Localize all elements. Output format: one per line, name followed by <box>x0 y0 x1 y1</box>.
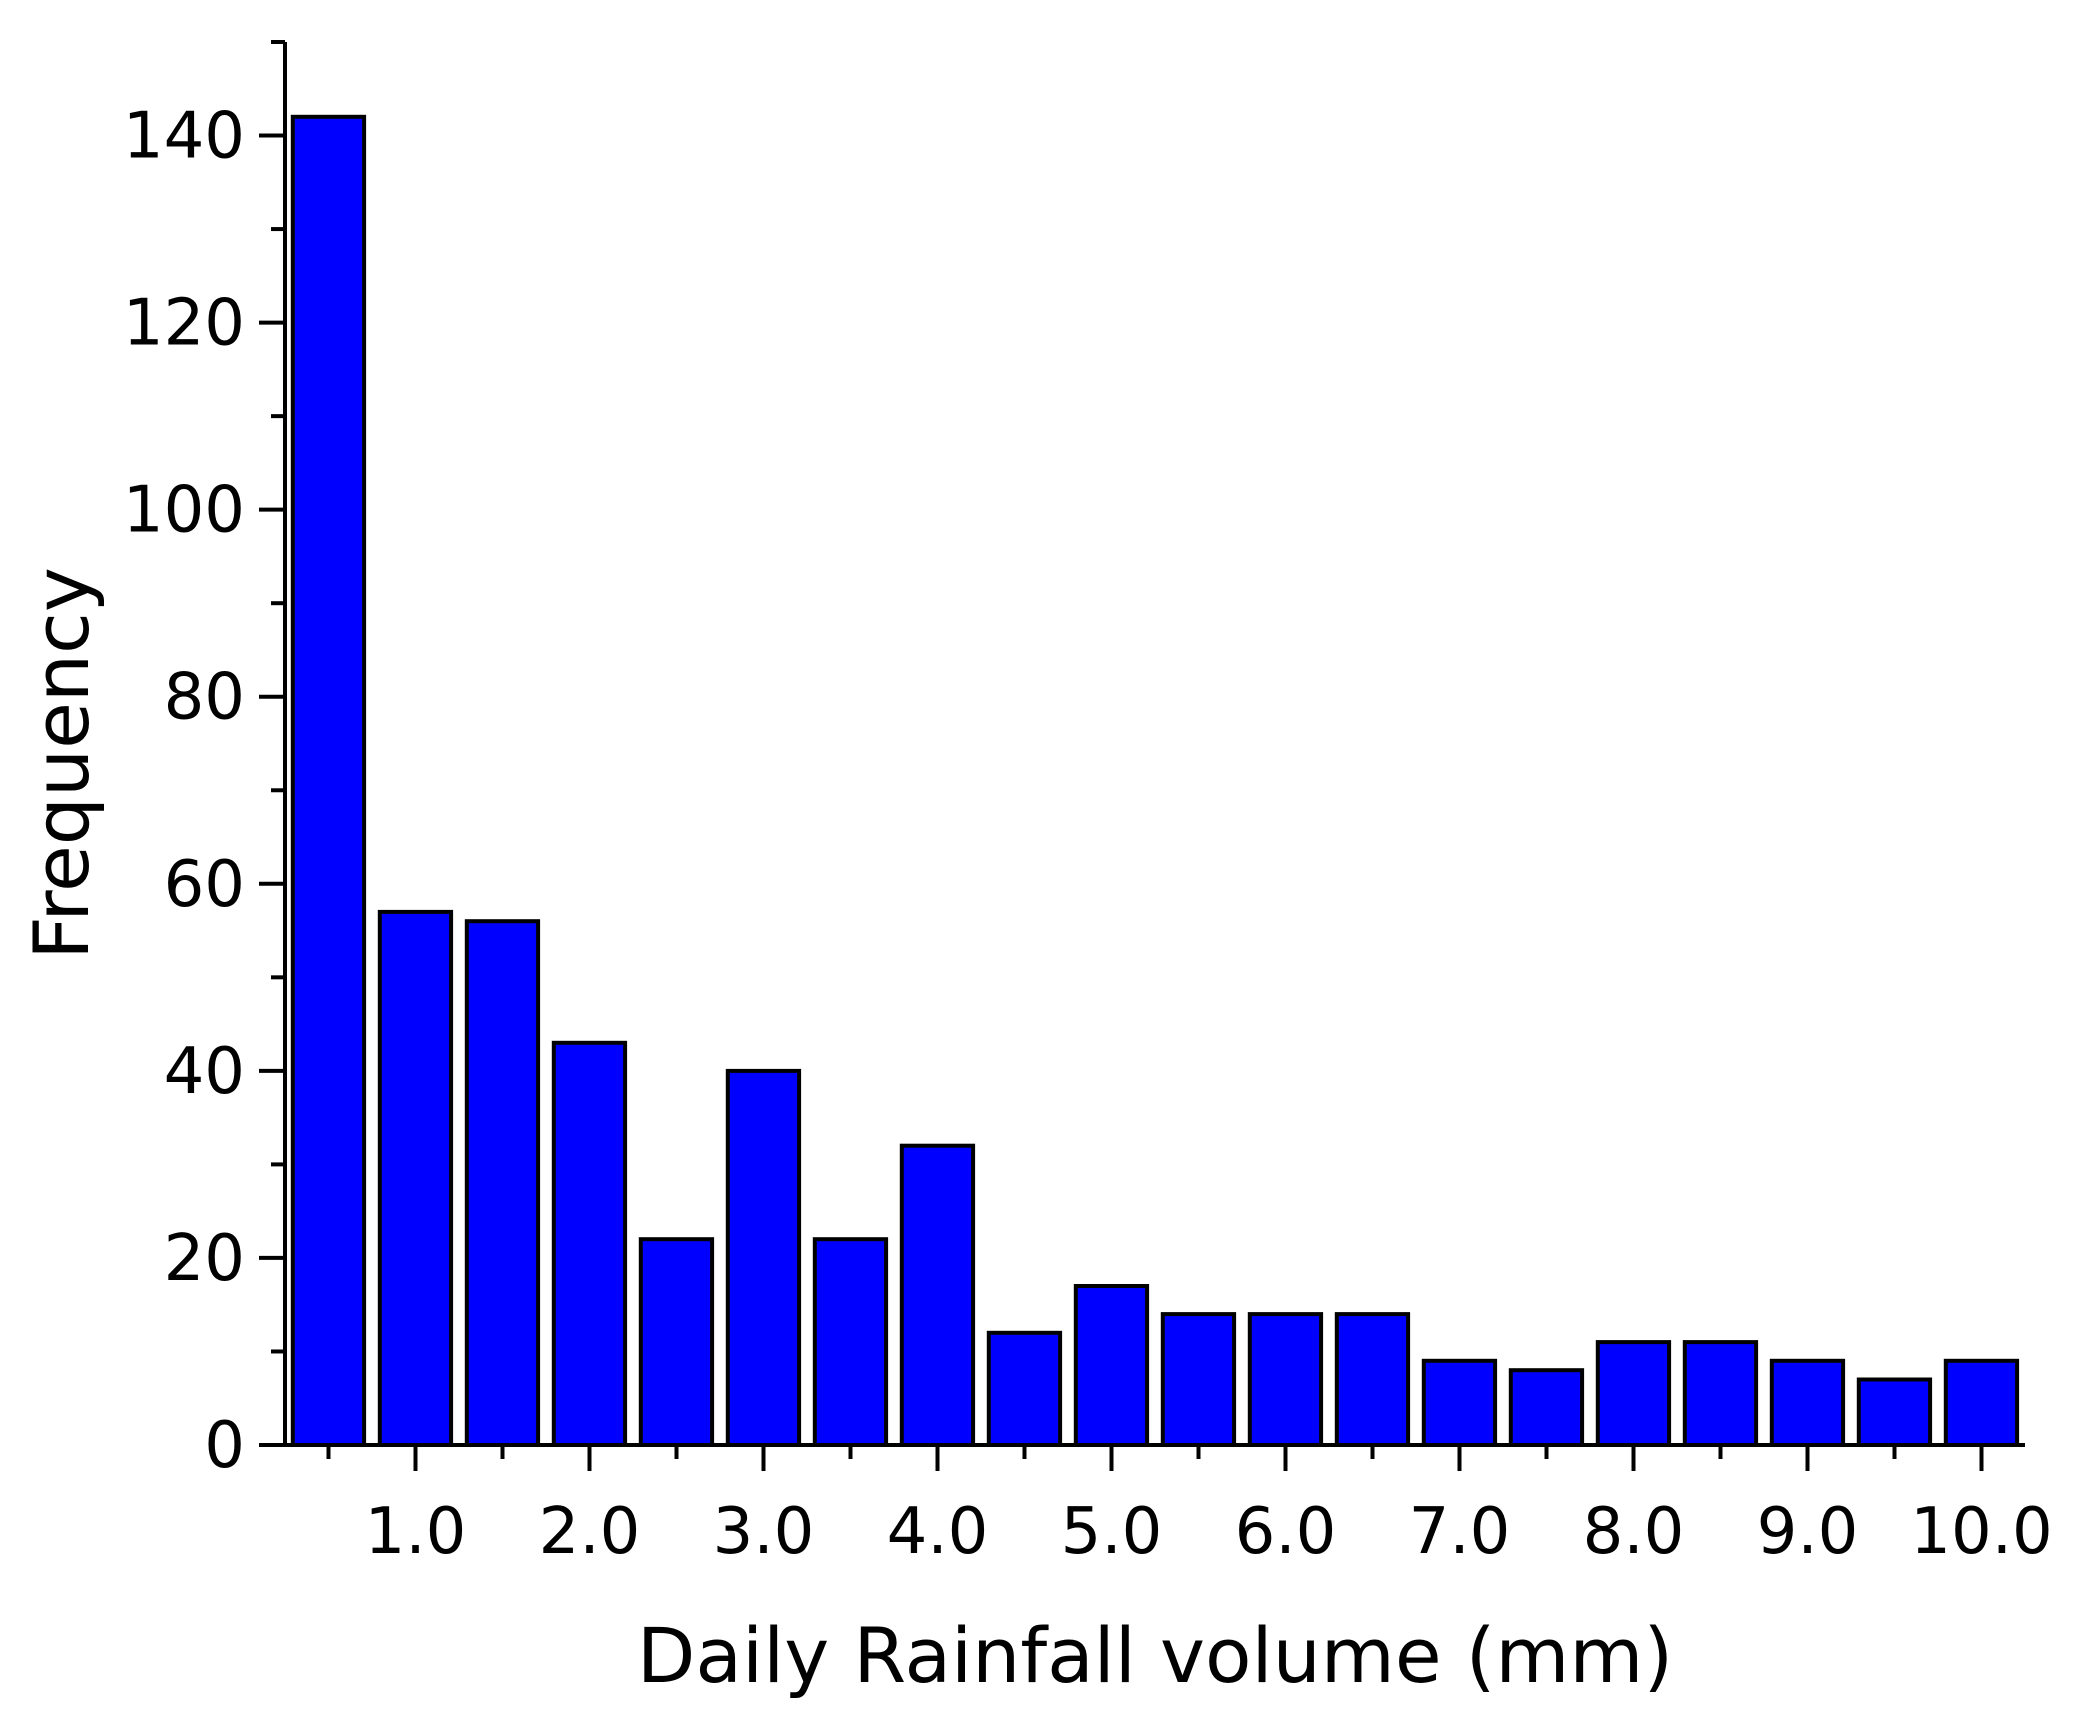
x-tick-label: 6.0 <box>1235 1495 1337 1569</box>
ticks-group <box>259 40 1984 1471</box>
y-tick-label: 100 <box>123 474 245 548</box>
bar <box>1508 1368 1585 1447</box>
x-tick-label: 8.0 <box>1583 1495 1685 1569</box>
bar <box>899 1143 976 1447</box>
bar <box>377 909 454 1447</box>
bar <box>1856 1377 1933 1447</box>
bar <box>1595 1340 1672 1447</box>
x-tick-label: 9.0 <box>1757 1495 1859 1569</box>
y-axis-title: Frequency <box>17 567 106 960</box>
bar <box>1943 1358 2020 1448</box>
axes-group <box>283 42 2025 1447</box>
y-tick-label: 60 <box>164 848 245 922</box>
bar <box>638 1237 715 1447</box>
x-tick-label: 7.0 <box>1409 1495 1511 1569</box>
y-tick-label: 120 <box>123 287 245 361</box>
x-tick-label: 4.0 <box>887 1495 989 1569</box>
y-tick-label: 0 <box>204 1409 245 1483</box>
bar <box>1073 1284 1150 1447</box>
bar <box>1682 1340 1759 1447</box>
x-tick-label: 1.0 <box>365 1495 467 1569</box>
x-axis-title: Daily Rainfall volume (mm) <box>637 1611 1673 1700</box>
bars-group <box>290 114 2020 1448</box>
y-tick-label: 140 <box>123 100 245 174</box>
bar <box>1160 1312 1237 1447</box>
y-tick-label: 80 <box>164 661 245 735</box>
bar <box>290 114 367 1447</box>
x-tick-label: 5.0 <box>1061 1495 1163 1569</box>
bar <box>812 1237 889 1447</box>
bar <box>1247 1312 1324 1447</box>
y-tick-label: 40 <box>164 1035 245 1109</box>
bar <box>725 1068 802 1448</box>
bar <box>1769 1358 1846 1448</box>
x-tick-label: 2.0 <box>539 1495 641 1569</box>
bar <box>1421 1358 1498 1448</box>
x-tick-label: 10.0 <box>1910 1495 2053 1569</box>
bar <box>551 1040 628 1448</box>
tick-labels-group: 0 20 40 60 80 100 120 140 1.0 2.0 3.0 4.0 5.0 6.0 7.0 8… <box>123 100 2053 1569</box>
bar <box>1334 1312 1411 1447</box>
bar <box>986 1330 1063 1448</box>
bar <box>464 919 541 1447</box>
x-tick-label: 3.0 <box>713 1495 815 1569</box>
y-tick-label: 20 <box>164 1222 245 1296</box>
